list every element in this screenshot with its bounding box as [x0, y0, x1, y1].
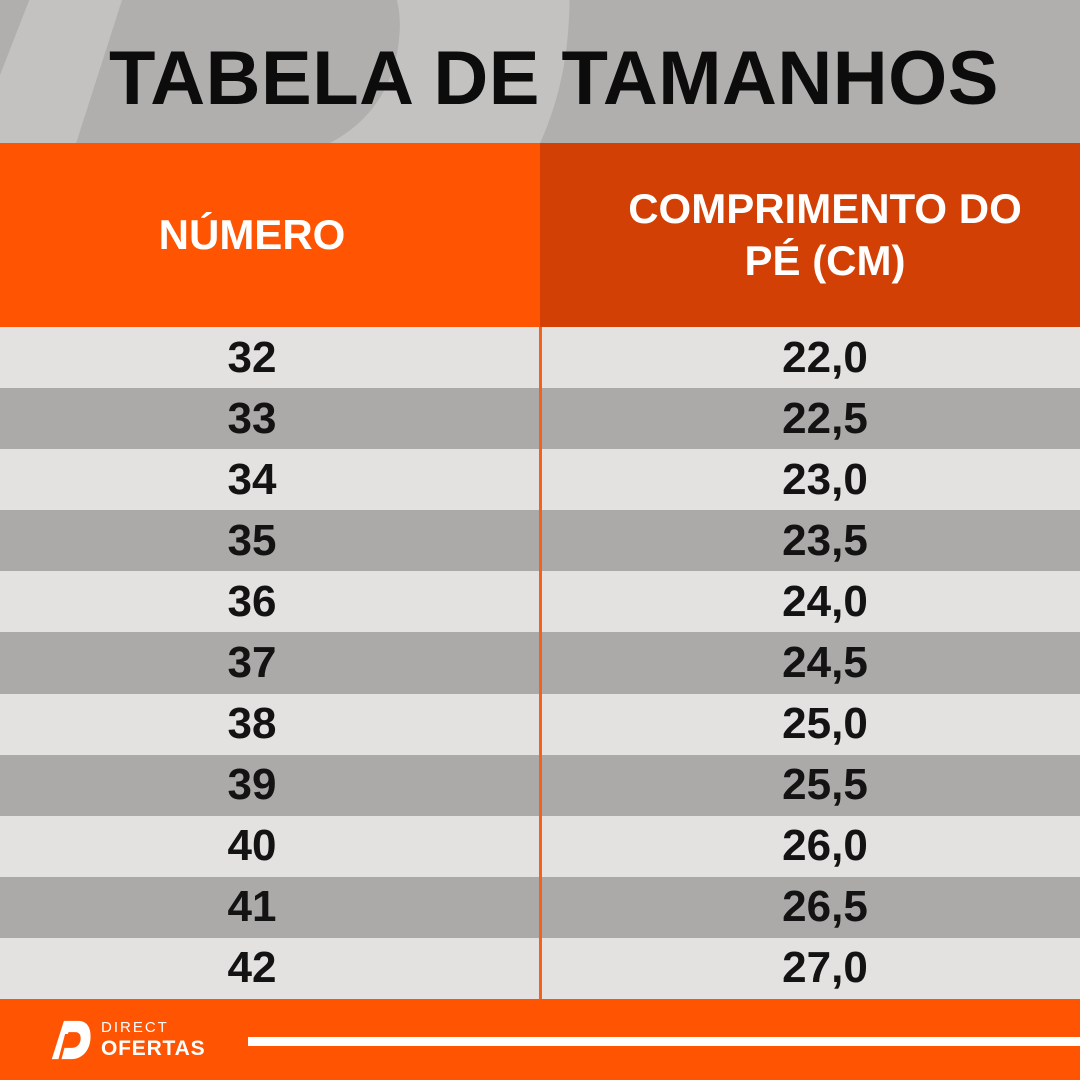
page-title: TABELA DE TAMANHOS: [109, 36, 999, 121]
size-number-cell: 33: [227, 393, 277, 443]
size-number-cell: 38: [227, 699, 277, 749]
foot-length-cell: 22,5: [782, 393, 868, 443]
column-header-comprimento: COMPRIMENTO DO PÉ (CM): [540, 143, 1080, 327]
column-header-comprimento-label: COMPRIMENTO DO PÉ (CM): [628, 184, 1022, 285]
foot-length-cell: 24,5: [782, 638, 868, 688]
foot-length-cell: 24,0: [782, 576, 868, 626]
foot-length-cell: 25,0: [782, 699, 868, 749]
foot-length-cell: 22,0: [782, 332, 868, 382]
foot-length-cell: 27,0: [782, 943, 868, 993]
size-number-cell: 40: [227, 821, 277, 871]
foot-length-cell: 23,5: [782, 515, 868, 565]
foot-length-cell: 23,0: [782, 454, 868, 504]
size-number-cell: 37: [227, 638, 277, 688]
size-number-cell: 36: [227, 576, 277, 626]
foot-length-cell: 26,5: [782, 882, 868, 932]
footer-divider-bar: [248, 1037, 1080, 1046]
foot-length-cell: 26,0: [782, 821, 868, 871]
size-number-cell: 41: [227, 882, 277, 932]
title-band: TABELA DE TAMANHOS: [0, 0, 1080, 143]
column-header-numero-label: NÚMERO: [158, 210, 346, 258]
size-number-cell: 32: [227, 332, 277, 382]
size-number-cell: 42: [227, 943, 277, 993]
footer-brand-bar: DIRECT OFERTAS: [0, 999, 1080, 1080]
direct-ofertas-d-logo-icon: [51, 1020, 91, 1060]
column-divider-line: [539, 327, 542, 999]
table-header-row: NÚMERO COMPRIMENTO DO PÉ (CM): [0, 143, 1080, 327]
brand-logo: DIRECT OFERTAS: [48, 1020, 205, 1060]
column-header-numero: NÚMERO: [0, 143, 540, 327]
brand-name-bottom: OFERTAS: [101, 1037, 206, 1060]
foot-length-cell: 25,5: [782, 760, 868, 810]
brand-name-top: DIRECT: [101, 1019, 169, 1036]
size-number-cell: 39: [227, 760, 277, 810]
brand-wordmark: DIRECT OFERTAS: [101, 1020, 205, 1059]
table-body: 32 22,0 33 22,5 34 23,0 35 23,5 36 24,0 37 24,5 38 25…: [0, 327, 1080, 1000]
size-number-cell: 34: [227, 454, 277, 504]
size-number-cell: 35: [227, 515, 277, 565]
